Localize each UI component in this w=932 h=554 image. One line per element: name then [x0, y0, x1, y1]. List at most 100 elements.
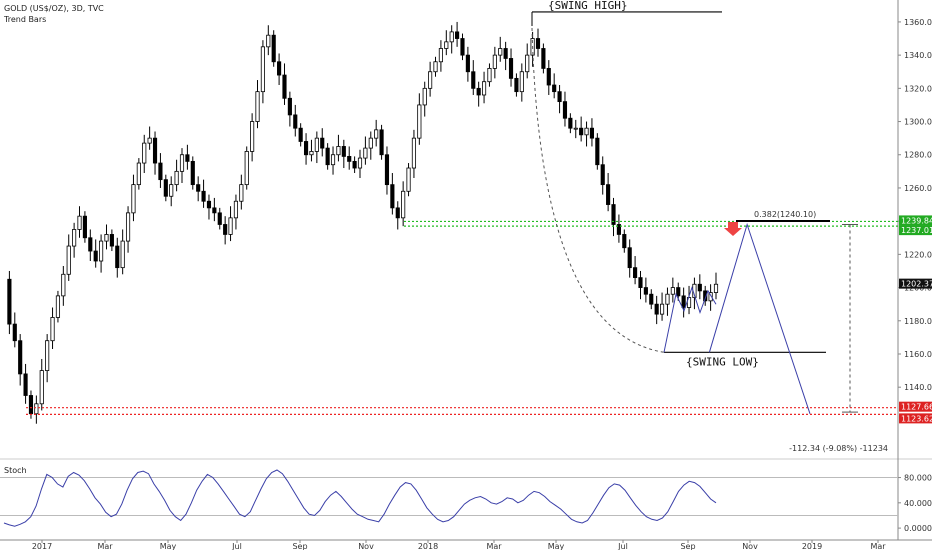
price-tick-label: 1220.00 — [904, 250, 932, 259]
candle-body — [562, 101, 568, 119]
candle-body — [7, 278, 12, 325]
candle-body — [336, 146, 341, 156]
candle-body — [417, 104, 422, 139]
swing-high-label: {SWING HIGH} — [548, 0, 627, 12]
price-badge-last: 1202.37 — [901, 280, 932, 289]
candle-body — [109, 234, 114, 247]
candle-body — [665, 293, 670, 305]
candle-body — [444, 41, 449, 49]
candle-body — [303, 141, 309, 156]
candle-body — [433, 61, 438, 73]
candle-body — [643, 287, 648, 295]
candle-body — [401, 190, 406, 219]
candle-body — [104, 234, 109, 242]
time-tick-label: Nov — [742, 542, 758, 550]
candle-body — [88, 237, 93, 252]
candle-body — [125, 212, 131, 242]
candle-body — [93, 250, 98, 262]
time-tick-label: Sep — [680, 542, 695, 550]
candle-body — [185, 154, 190, 162]
time-tick-label: Mar — [486, 542, 502, 550]
candle-body — [309, 151, 314, 156]
candle-body — [465, 54, 470, 73]
candle-body — [174, 170, 179, 186]
candle-body — [12, 323, 17, 342]
candle-body — [115, 245, 120, 269]
candle-body — [120, 240, 125, 269]
projection-path — [708, 222, 811, 414]
candle-body — [606, 184, 611, 205]
candle-body — [573, 127, 578, 130]
candle-body — [622, 234, 627, 249]
candle-body — [330, 154, 336, 166]
candle-body — [600, 164, 605, 186]
candle-body — [476, 87, 481, 96]
price-badge-1239-bg — [899, 215, 932, 226]
candle-body — [546, 68, 551, 86]
candle-body — [352, 160, 357, 169]
candle-body — [379, 129, 384, 156]
candle-body — [460, 38, 465, 56]
candle-body — [260, 46, 265, 93]
candle-body — [250, 121, 255, 152]
candle-body — [357, 157, 363, 169]
candle-body — [471, 71, 476, 89]
candle-body — [223, 224, 228, 235]
candle-body — [514, 77, 519, 93]
candle-body — [196, 184, 201, 192]
candle-body — [633, 267, 638, 279]
candle-body — [347, 156, 352, 162]
candle-body — [438, 48, 443, 63]
candle-body — [363, 147, 368, 159]
candle-body — [77, 215, 82, 230]
candle-body — [395, 207, 400, 219]
candle-body — [82, 215, 87, 239]
candle-body — [45, 340, 50, 371]
candle-body — [266, 34, 271, 48]
candle-body — [341, 146, 346, 157]
time-tick-label: 2018 — [418, 542, 438, 550]
candle-body — [320, 137, 325, 149]
candle-body — [713, 283, 719, 293]
symbol-title: GOLD (US$/OZ), 3D, TVC — [4, 4, 104, 13]
time-tick-label: May — [548, 542, 565, 550]
candle-body — [293, 114, 298, 129]
candle-body — [557, 91, 562, 103]
time-tick-label: Jul — [231, 542, 242, 550]
time-tick-label: Mar — [870, 542, 886, 550]
candle-body — [239, 184, 244, 202]
candle-body — [422, 87, 427, 106]
candle-body — [271, 34, 276, 63]
time-tick-label: Mar — [97, 542, 113, 550]
candle-body — [406, 167, 411, 192]
candle-body — [158, 162, 163, 181]
price-tick-label: 1160.00 — [904, 350, 932, 359]
candle-body — [147, 137, 152, 144]
candle-body — [638, 277, 643, 288]
candle-body — [525, 54, 530, 73]
candle-body — [384, 154, 390, 186]
candle-body — [298, 127, 303, 142]
candle-body — [50, 317, 55, 342]
candle-body — [255, 91, 260, 122]
candle-body — [508, 58, 514, 79]
candle-body — [66, 245, 71, 275]
candle-body — [169, 184, 174, 197]
candle-body — [28, 395, 34, 415]
candle-body — [228, 217, 233, 235]
indicator-label: Trend Bars — [4, 15, 47, 24]
candle-body — [541, 48, 546, 69]
stoch-line — [3, 469, 717, 527]
measure-label: -112.34 (-9.08%) -11234 — [789, 444, 888, 453]
candle-body — [481, 81, 487, 96]
stoch-tick-label: 80.0000 — [904, 474, 932, 483]
candle-body — [233, 200, 239, 219]
candle-body — [277, 61, 282, 76]
candle-body — [449, 31, 454, 43]
candle-body — [627, 247, 632, 269]
candle-body — [611, 204, 616, 225]
time-tick-label: 2017 — [32, 542, 52, 550]
price-tick-label: 1180.00 — [904, 317, 932, 326]
price-badge-1239: 1239.84 — [901, 216, 932, 225]
